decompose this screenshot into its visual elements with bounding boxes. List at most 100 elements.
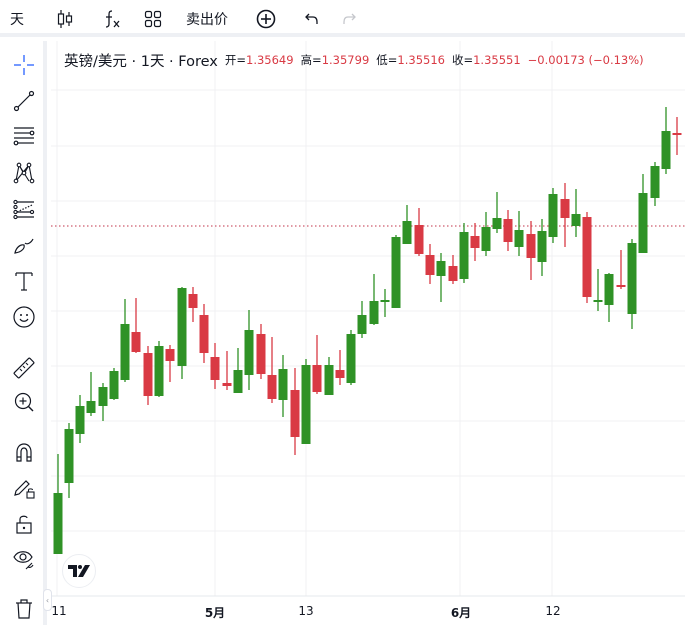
- candle-up: [244, 330, 254, 375]
- projection-icon: [13, 199, 35, 220]
- chart-pane[interactable]: [51, 41, 685, 625]
- crosshair-icon: [14, 55, 34, 75]
- high-label: 高=: [300, 53, 322, 67]
- candle-up: [604, 274, 614, 305]
- candle-up: [661, 131, 671, 169]
- add-compare-button[interactable]: [253, 0, 279, 37]
- fib-lines-icon: [13, 127, 35, 146]
- pencil-lock-icon: [14, 480, 35, 499]
- candle-down: [165, 349, 175, 361]
- magnet-tool[interactable]: [8, 437, 40, 469]
- pattern-icon: [13, 162, 35, 184]
- smiley-icon: [13, 306, 35, 328]
- candle-up: [481, 227, 491, 251]
- candle-down: [470, 236, 480, 248]
- candle-up: [369, 301, 379, 324]
- tradingview-logo-icon: [68, 565, 90, 577]
- zoom-tool[interactable]: [8, 386, 40, 418]
- change-value: −0.00173 (−0.13%): [527, 53, 644, 67]
- candle-up: [627, 243, 637, 314]
- candle-up: [391, 237, 401, 308]
- ruler-icon: [13, 357, 35, 379]
- candle-up: [233, 370, 243, 393]
- time-axis-label: 13: [298, 604, 314, 618]
- candle-up: [324, 365, 334, 395]
- top-toolbar: 天 卖出价: [0, 0, 685, 37]
- candle-down: [335, 370, 345, 378]
- candle-down: [143, 353, 153, 396]
- candle-down: [222, 383, 232, 386]
- measure-tool[interactable]: [8, 352, 40, 384]
- close-value: 1.35551: [473, 53, 521, 67]
- chevron-left-icon: ‹: [45, 595, 50, 605]
- candle-up: [357, 315, 367, 334]
- candle-up: [571, 214, 581, 226]
- pattern-tool[interactable]: [8, 157, 40, 189]
- high-value: 1.35799: [321, 53, 370, 67]
- interval-label: 天: [10, 11, 24, 28]
- plus-circle-icon: [256, 9, 276, 28]
- redo-button[interactable]: [337, 0, 361, 37]
- candle-up: [109, 371, 119, 399]
- zoom-in-icon: [14, 392, 34, 412]
- candle-up: [638, 193, 648, 253]
- candlestick-icon: [57, 9, 73, 28]
- candle-up: [154, 346, 164, 396]
- candle-down: [560, 199, 570, 218]
- lock-all-tool[interactable]: [8, 508, 40, 540]
- chart-legend: 英镑/美元 · 1天 · Forex 开= 1.35649 高= 1.35799 低…: [64, 50, 644, 70]
- time-axis-label: 12: [545, 604, 561, 618]
- crosshair-tool[interactable]: [8, 49, 40, 81]
- chart-type-button[interactable]: [52, 0, 78, 37]
- candle-up: [380, 300, 390, 302]
- candle-up: [86, 401, 96, 413]
- undo-button[interactable]: [300, 0, 324, 37]
- candle-down: [267, 375, 277, 399]
- candle-up: [548, 194, 558, 237]
- candle-up: [64, 429, 74, 483]
- candle-down: [188, 294, 198, 308]
- open-value: 1.35649: [246, 53, 294, 67]
- symbol-title[interactable]: 英镑/美元 · 1天 · Forex: [64, 53, 218, 70]
- candle-up: [98, 387, 108, 406]
- trend-line-tool[interactable]: [8, 85, 40, 117]
- collapse-toolbar-button[interactable]: ‹: [43, 589, 52, 611]
- candle-up: [537, 231, 547, 262]
- open-label: 开=: [224, 53, 246, 67]
- candle-down: [414, 225, 424, 254]
- candle-down: [616, 285, 626, 287]
- layouts-button[interactable]: [140, 0, 166, 37]
- brush-icon: [14, 238, 34, 254]
- candle-up: [402, 221, 412, 244]
- tradingview-logo[interactable]: [62, 554, 96, 588]
- candle-up: [301, 365, 311, 444]
- candle-up: [120, 324, 130, 380]
- lock-drawings-tool[interactable]: [8, 472, 40, 504]
- candle-down: [448, 266, 458, 281]
- candle-up: [514, 230, 524, 247]
- candle-up: [650, 166, 660, 198]
- text-tool[interactable]: [8, 265, 40, 297]
- lock-icon: [16, 515, 32, 534]
- fib-tool[interactable]: [8, 120, 40, 152]
- candle-down: [256, 334, 266, 374]
- candle-up: [459, 232, 469, 279]
- candlestick-chart[interactable]: [51, 41, 685, 625]
- trash-icon: [16, 599, 32, 619]
- interval-button[interactable]: 天: [4, 0, 30, 37]
- grid-layout-icon: [144, 10, 162, 27]
- candle-up: [177, 288, 187, 366]
- delete-tool[interactable]: [8, 593, 40, 625]
- candle-down: [526, 234, 536, 258]
- price-source-button[interactable]: 卖出价: [184, 0, 230, 37]
- candle-down: [131, 332, 141, 352]
- projection-tool[interactable]: [8, 193, 40, 225]
- hide-tool[interactable]: [8, 543, 40, 575]
- candle-down: [290, 390, 300, 437]
- trend-line-icon: [13, 90, 35, 112]
- candle-down: [672, 133, 682, 135]
- indicators-button[interactable]: [99, 0, 125, 37]
- emoji-tool[interactable]: [8, 301, 40, 333]
- brush-tool[interactable]: [8, 229, 40, 261]
- candle-up: [53, 493, 63, 554]
